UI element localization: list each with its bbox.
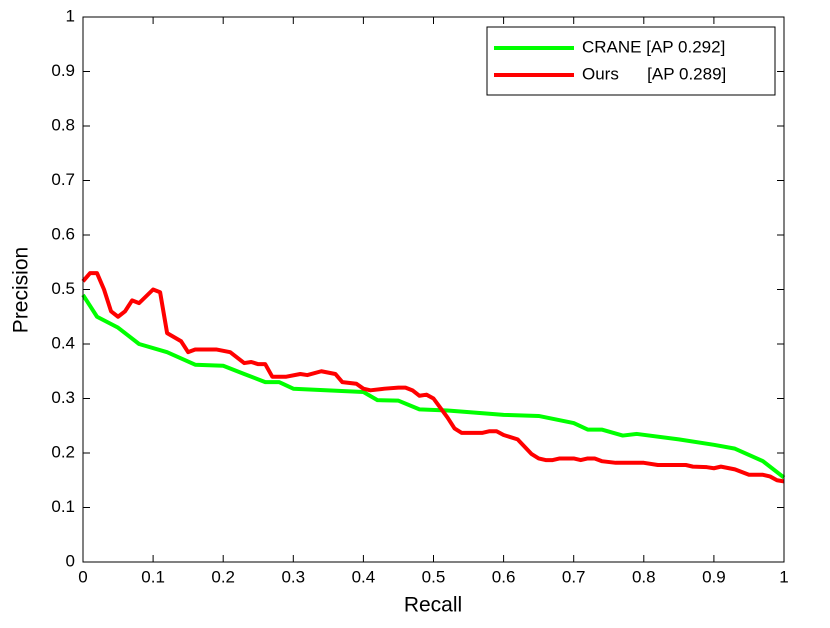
x-tick-label: 0.4	[352, 567, 376, 586]
legend-box	[486, 26, 776, 96]
legend-label: Ours [AP 0.289]	[582, 64, 726, 83]
x-tick-label: 0.8	[632, 567, 656, 586]
series-line	[81, 271, 785, 484]
y-tick-label: 0.5	[51, 279, 75, 298]
y-tick-label: 0.7	[51, 170, 75, 189]
x-tick-label: 0.5	[422, 567, 446, 586]
y-tick-label: 0.8	[51, 115, 75, 134]
x-tick-label: 0.7	[562, 567, 586, 586]
x-tick-label: 0	[78, 567, 87, 586]
legend-label: CRANE [AP 0.292]	[582, 37, 725, 56]
x-tick-label: 0.1	[141, 567, 165, 586]
x-tick-label: 0.9	[702, 567, 726, 586]
y-axis-title: Precision	[10, 247, 33, 333]
x-tick-label: 0.3	[281, 567, 305, 586]
y-tick-label: 0.1	[51, 497, 75, 516]
y-tick-label: 0.6	[51, 224, 75, 243]
x-tick-label: 1	[779, 567, 788, 586]
y-tick-label: 0.2	[51, 442, 75, 461]
x-tick-label: 0.2	[211, 567, 235, 586]
y-tick-label: 0.3	[51, 388, 75, 407]
x-axis-title: Recall	[404, 594, 462, 617]
y-tick-label: 0.4	[51, 333, 75, 352]
series-line	[81, 293, 786, 480]
y-tick-label: 0.9	[51, 61, 75, 80]
x-tick-label: 0.6	[492, 567, 516, 586]
plot-frame	[82, 16, 785, 563]
y-tick-label: 0	[66, 551, 75, 570]
y-tick-label: 1	[66, 6, 75, 25]
